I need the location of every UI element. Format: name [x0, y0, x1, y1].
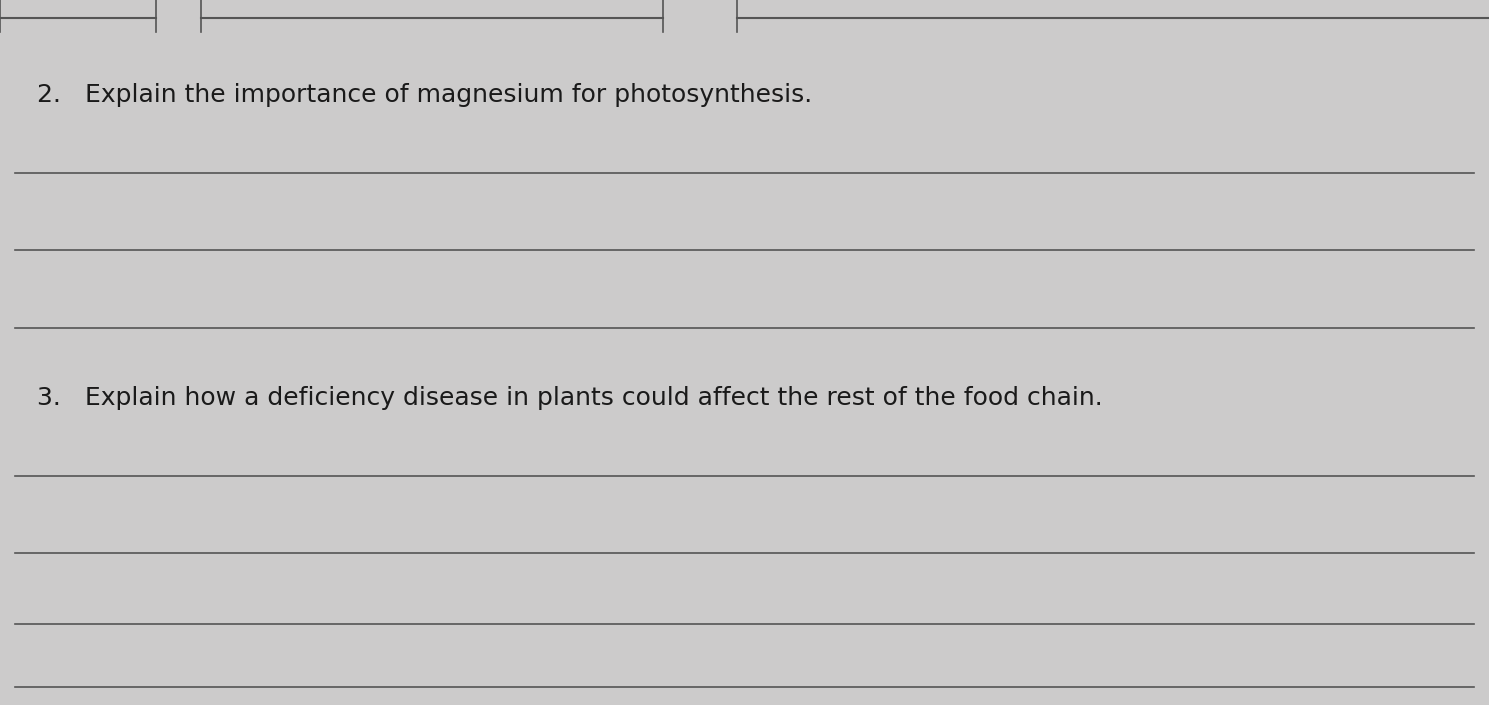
Text: 3.   Explain how a deficiency disease in plants could affect the rest of the foo: 3. Explain how a deficiency disease in p…: [37, 386, 1103, 410]
Text: 2.   Explain the importance of magnesium for photosynthesis.: 2. Explain the importance of magnesium f…: [37, 83, 813, 107]
